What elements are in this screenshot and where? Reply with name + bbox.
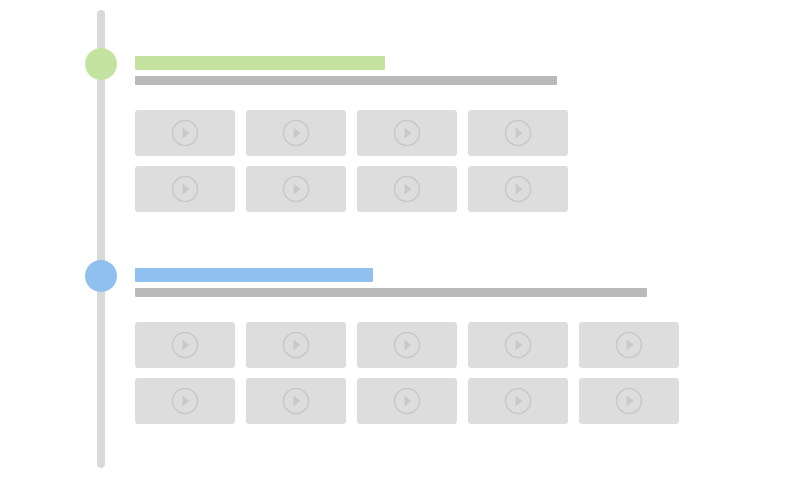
play-circle-icon <box>282 119 310 147</box>
section-subtitle-placeholder <box>135 76 557 85</box>
video-thumbnail[interactable] <box>246 166 346 212</box>
video-thumbnail[interactable] <box>357 378 457 424</box>
video-thumbnail[interactable] <box>468 166 568 212</box>
timeline-track <box>97 10 105 468</box>
play-circle-icon <box>504 331 532 359</box>
video-thumbnail[interactable] <box>357 166 457 212</box>
play-circle-icon <box>171 119 199 147</box>
video-grid <box>135 110 568 212</box>
video-thumbnail[interactable] <box>357 322 457 368</box>
play-circle-icon <box>504 175 532 203</box>
play-circle-icon <box>171 175 199 203</box>
video-thumbnail[interactable] <box>135 110 235 156</box>
video-thumbnail[interactable] <box>579 378 679 424</box>
video-thumbnail[interactable] <box>579 322 679 368</box>
play-circle-icon <box>615 387 643 415</box>
section-title-placeholder <box>135 56 385 70</box>
video-thumbnail[interactable] <box>468 322 568 368</box>
section-subtitle-placeholder <box>135 288 647 297</box>
play-circle-icon <box>282 387 310 415</box>
video-thumbnail[interactable] <box>246 110 346 156</box>
video-thumbnail[interactable] <box>135 378 235 424</box>
play-circle-icon <box>171 331 199 359</box>
play-circle-icon <box>282 331 310 359</box>
play-circle-icon <box>171 387 199 415</box>
timeline-node <box>85 260 117 292</box>
video-thumbnail[interactable] <box>246 378 346 424</box>
video-thumbnail[interactable] <box>468 110 568 156</box>
play-circle-icon <box>393 175 421 203</box>
video-thumbnail[interactable] <box>135 322 235 368</box>
video-thumbnail[interactable] <box>468 378 568 424</box>
video-grid <box>135 322 679 424</box>
video-thumbnail[interactable] <box>357 110 457 156</box>
section-title-placeholder <box>135 268 373 282</box>
play-circle-icon <box>282 175 310 203</box>
play-circle-icon <box>615 331 643 359</box>
play-circle-icon <box>504 387 532 415</box>
timeline-node <box>85 48 117 80</box>
video-thumbnail[interactable] <box>246 322 346 368</box>
video-thumbnail[interactable] <box>135 166 235 212</box>
play-circle-icon <box>393 119 421 147</box>
play-circle-icon <box>393 331 421 359</box>
play-circle-icon <box>393 387 421 415</box>
play-circle-icon <box>504 119 532 147</box>
